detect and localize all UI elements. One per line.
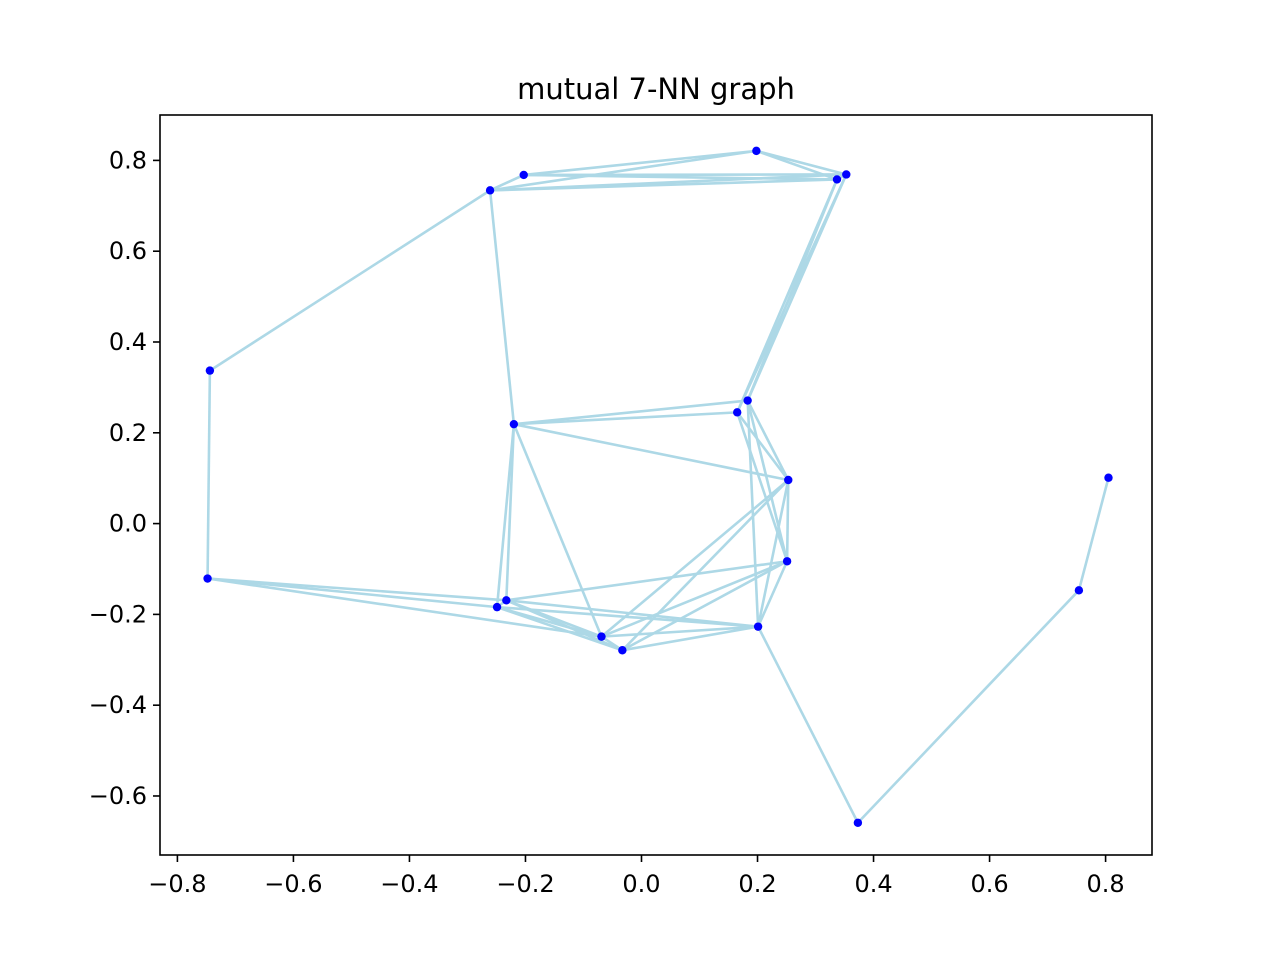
graph-node-15 [597,632,606,641]
graph-node-16 [618,646,627,655]
graph-node-18 [1074,586,1084,595]
graph-node-8 [743,396,752,405]
graph-edge-10-12 [756,479,790,627]
graph-edge-10-11 [785,479,790,562]
graph-edge-11-16 [621,560,788,652]
edges-layer [206,149,1110,824]
y-tick-label: −0.6 [89,782,147,810]
y-tick-label: −0.4 [89,691,147,719]
graph-edge-8-10 [746,399,790,481]
y-tick-label: 0.8 [109,146,147,174]
graph-edge-14-16 [496,605,623,652]
graph-edge-12-17 [756,626,860,824]
graph-node-17 [853,818,863,827]
graph-edge-11-13 [506,559,788,602]
graph-edge-4-5 [209,189,491,372]
graph-edge-2-4 [490,178,838,192]
graph-node-11 [782,557,792,566]
nodes-layer [203,146,1113,827]
graph-edge-18-19 [1077,477,1110,591]
x-tick-label: 0.4 [854,870,892,898]
graph-edge-10-15 [600,479,790,638]
y-axis: −0.6 −0.4 −0.2 0.0 0.2 0.4 0.6 0.8 [89,146,160,810]
graph-node-19 [1104,473,1113,482]
graph-edge-12-16 [622,625,759,652]
graph-node-7 [509,419,519,429]
graph-edge-7-13 [505,424,516,601]
graph-edge-7-9 [513,411,738,426]
graph-node-2 [832,175,842,184]
graph-node-14 [492,602,502,612]
plot-frame [159,114,1153,856]
graph-node-3 [519,170,528,180]
graph-edge-17-18 [856,589,1080,824]
x-tick-label: −0.4 [380,870,438,898]
graph-edge-0-1 [756,149,847,176]
x-tick-label: 0.2 [738,870,776,898]
graph-edge-10-16 [621,479,790,652]
y-tick-label: 0.6 [109,237,147,265]
graph-edge-2-3 [523,173,838,181]
graph-node-10 [784,475,793,485]
graph-edge-7-8 [513,399,748,426]
y-tick-label: −0.2 [89,600,147,628]
x-tick-label: 0.6 [970,870,1008,898]
graph-edge-6-14 [207,577,498,609]
y-tick-label: 0.0 [109,510,147,538]
graph-node-13 [502,596,511,605]
graph-edge-0-3 [523,149,757,177]
graph-edge-8-12 [746,400,760,627]
graph-edge-11-12 [756,560,789,628]
graph-edge-2-9 [736,178,839,413]
graph-node-5 [205,366,215,375]
graph-edge-0-4 [489,149,757,192]
graph-node-9 [733,408,742,417]
graph-edge-11-15 [600,560,788,638]
graph-edge-12-15 [601,625,759,638]
y-tick-label: 0.2 [109,419,147,447]
graph-node-12 [753,622,763,631]
graph-node-0 [752,146,761,156]
graph-edge-7-10 [513,422,789,482]
x-tick-label: 0.8 [1087,870,1125,898]
graph-edge-4-7 [488,190,516,425]
graph-edge-9-10 [736,411,790,481]
x-tick-label: −0.6 [264,870,322,898]
graph-edge-7-14 [495,424,516,608]
y-tick-label: 0.4 [109,328,147,356]
x-tick-label: −0.8 [148,870,206,898]
x-axis: −0.8 −0.6 −0.4 −0.2 0.0 0.2 0.4 0.6 0.8 [148,855,1125,898]
graph-edge-12-14 [496,605,759,628]
graph-node-4 [485,186,495,195]
graph-edge-5-6 [206,370,212,579]
graph-edge-7-15 [512,423,603,638]
x-tick-label: −0.2 [496,870,554,898]
graph-edge-8-11 [746,400,789,562]
graph-edge-6-15 [207,577,602,638]
graph-edge-9-11 [735,411,789,562]
graph-node-6 [203,574,212,583]
graph-node-1 [842,170,851,179]
chart-title: mutual 7-NN graph [517,72,795,106]
graph-edge-3-4 [489,173,525,192]
x-tick-label: 0.0 [622,870,660,898]
